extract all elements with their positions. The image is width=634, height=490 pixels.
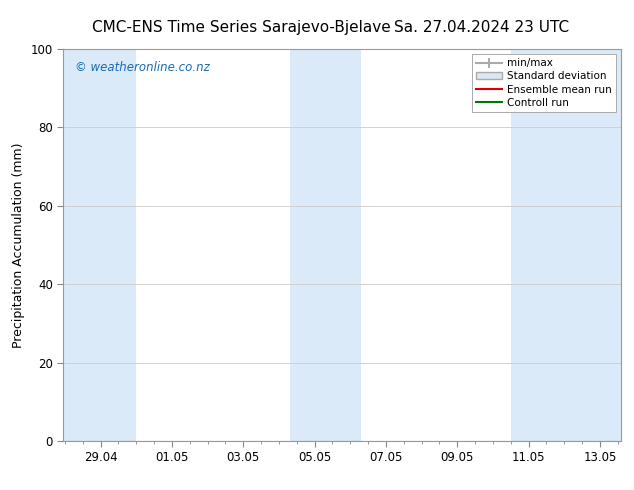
Bar — [511, 49, 621, 441]
Text: © weatheronline.co.nz: © weatheronline.co.nz — [75, 61, 209, 74]
Text: CMC-ENS Time Series Sarajevo-Bjelave: CMC-ENS Time Series Sarajevo-Bjelave — [91, 20, 391, 35]
Y-axis label: Precipitation Accumulation (mm): Precipitation Accumulation (mm) — [12, 142, 25, 348]
Text: Sa. 27.04.2024 23 UTC: Sa. 27.04.2024 23 UTC — [394, 20, 569, 35]
Bar — [63, 49, 136, 441]
Legend: min/max, Standard deviation, Ensemble mean run, Controll run: min/max, Standard deviation, Ensemble me… — [472, 54, 616, 112]
Bar — [290, 49, 361, 441]
